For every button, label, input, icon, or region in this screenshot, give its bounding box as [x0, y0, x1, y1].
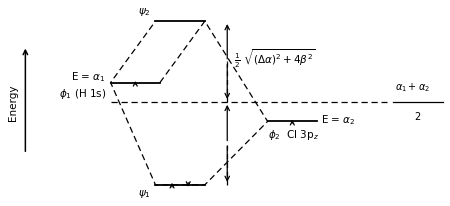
Text: $\phi_1$ (H 1s): $\phi_1$ (H 1s) [59, 87, 106, 101]
Text: $\phi_2$  Cl 3p$_z$: $\phi_2$ Cl 3p$_z$ [268, 128, 319, 142]
Text: E = $\alpha_1$: E = $\alpha_1$ [72, 70, 106, 84]
Text: E = $\alpha_2$: E = $\alpha_2$ [321, 114, 356, 127]
Text: $2$: $2$ [414, 110, 422, 122]
Text: Energy: Energy [8, 85, 18, 121]
Text: $\psi_2$: $\psi_2$ [138, 6, 151, 18]
Text: $\frac{1}{2}$ $\sqrt{(\Delta\alpha)^2 + 4\beta^2}$: $\frac{1}{2}$ $\sqrt{(\Delta\alpha)^2 + … [234, 48, 315, 70]
Text: $\psi_1$: $\psi_1$ [138, 188, 151, 200]
Text: $\alpha_1 + \alpha_2$: $\alpha_1 + \alpha_2$ [396, 81, 431, 94]
